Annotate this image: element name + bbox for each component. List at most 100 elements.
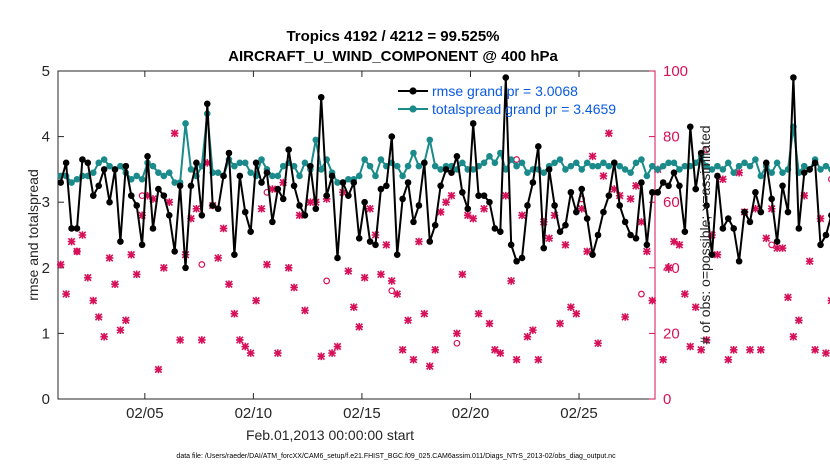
rmse-point: [73, 225, 81, 232]
obs-assimilated-marker: [355, 323, 364, 331]
totalspread-point: [182, 120, 189, 127]
obs-assimilated-marker: [89, 296, 98, 305]
rmse-point: [627, 231, 634, 239]
obs-assimilated-marker: [132, 270, 141, 279]
legend-spread-label: totalspread grand pr = 3.4659: [432, 101, 616, 117]
legend-rmse-marker: [409, 87, 417, 95]
rmse-point: [643, 241, 651, 249]
y-tick-label-left: 5: [42, 63, 50, 80]
totalspread-point: [214, 169, 222, 176]
obs-assimilated-marker: [415, 237, 423, 246]
rmse-point: [165, 212, 173, 219]
obs-assimilated-marker: [366, 204, 374, 213]
totalspread-point: [779, 169, 786, 176]
footer-data-file: data file: /Users/raeder/DAI/ATM_forcXX/…: [176, 453, 616, 460]
obs-assimilated-marker: [100, 332, 108, 341]
totalspread-point: [491, 159, 499, 167]
rmse-point: [779, 182, 786, 190]
rmse-point: [279, 195, 287, 203]
obs-assimilated-marker: [659, 355, 667, 364]
obs-assimilated-marker: [284, 264, 293, 272]
rmse-point: [806, 166, 813, 173]
totalspread-point: [708, 166, 716, 173]
obs-assimilated-marker: [778, 244, 787, 252]
rmse-point: [442, 166, 450, 173]
totalspread-point: [562, 166, 569, 173]
obs-possible-marker: [768, 241, 776, 249]
rmse-point: [350, 179, 358, 186]
rmse-point: [393, 251, 401, 258]
obs-assimilated-marker: [485, 319, 494, 328]
totalspread-point: [296, 172, 303, 180]
obs-assimilated-marker: [805, 257, 814, 266]
totalspread-point: [100, 156, 108, 163]
totalspread-point: [334, 179, 341, 186]
obs-assimilated-marker: [170, 129, 179, 138]
rmse-point: [79, 156, 86, 163]
rmse-point: [480, 192, 488, 199]
obs-assimilated-marker: [268, 185, 277, 193]
legend: rmse grand pr = 3.0068 totalspread grand…: [398, 83, 616, 117]
obs-assimilated-marker: [822, 349, 830, 357]
rmse-point: [328, 172, 336, 180]
obs-assimilated-marker: [349, 303, 358, 311]
obs-assimilated-marker: [577, 204, 586, 213]
obs-assimilated-marker: [67, 237, 76, 246]
totalspread-point: [415, 162, 423, 170]
rmse-point: [269, 218, 276, 226]
obs-assimilated-marker: [127, 250, 136, 259]
rmse-point: [399, 195, 406, 203]
obs-possible-marker: [323, 277, 331, 285]
rmse-point: [551, 202, 558, 209]
rmse-point: [762, 159, 770, 167]
obs-assimilated-marker: [789, 332, 798, 341]
rmse-point: [692, 185, 700, 193]
totalspread-point: [741, 159, 748, 167]
obs-assimilated-marker: [469, 214, 477, 223]
obs-assimilated-marker: [295, 211, 304, 220]
obs-assimilated-marker: [615, 191, 624, 200]
obs-assimilated-marker: [512, 355, 521, 364]
obs-assimilated-marker: [252, 296, 260, 305]
obs-possible-marker: [703, 146, 710, 154]
rmse-point: [241, 208, 249, 216]
obs-assimilated-marker: [610, 185, 619, 193]
totalspread-point: [431, 162, 439, 170]
rmse-point: [741, 208, 748, 216]
rmse-point: [670, 169, 678, 176]
rmse-point: [57, 179, 65, 186]
rmse-point: [431, 221, 439, 229]
rmse-point: [62, 159, 70, 167]
totalspread-point: [469, 166, 477, 173]
rmse-point: [171, 248, 178, 255]
rmse-point: [540, 244, 548, 252]
rmse-point: [323, 192, 330, 199]
totalspread-point: [269, 172, 276, 180]
obs-assimilated-marker: [105, 254, 114, 262]
x-tick-label: 02/20: [452, 405, 490, 422]
totalspread-point: [290, 162, 298, 170]
chart-title: Tropics 4192 / 4212 = 99.525%: [286, 28, 499, 45]
y-tick-label-right: 80: [663, 129, 680, 146]
legend-rmse-label: rmse grand pr = 3.0068: [432, 83, 578, 99]
obs-assimilated-marker: [534, 355, 543, 364]
obs-assimilated-marker: [198, 336, 206, 344]
totalspread-point: [752, 156, 759, 163]
totalspread-point: [800, 162, 808, 170]
totalspread-point: [117, 162, 124, 170]
rmse-point: [274, 185, 282, 193]
rmse-point: [486, 198, 493, 206]
obs-assimilated-marker: [588, 152, 597, 161]
rmse-point: [312, 205, 320, 213]
rmse-point: [795, 225, 803, 232]
y-tick-label-right: 60: [663, 194, 680, 211]
totalspread-point: [670, 159, 678, 167]
obs-assimilated-marker: [746, 346, 754, 354]
rmse-point: [573, 208, 580, 216]
obs-assimilated-marker: [795, 316, 803, 325]
rmse-point: [176, 182, 184, 190]
rmse-point: [220, 172, 227, 180]
obs-assimilated-marker: [274, 349, 282, 357]
totalspread-point: [301, 159, 309, 167]
